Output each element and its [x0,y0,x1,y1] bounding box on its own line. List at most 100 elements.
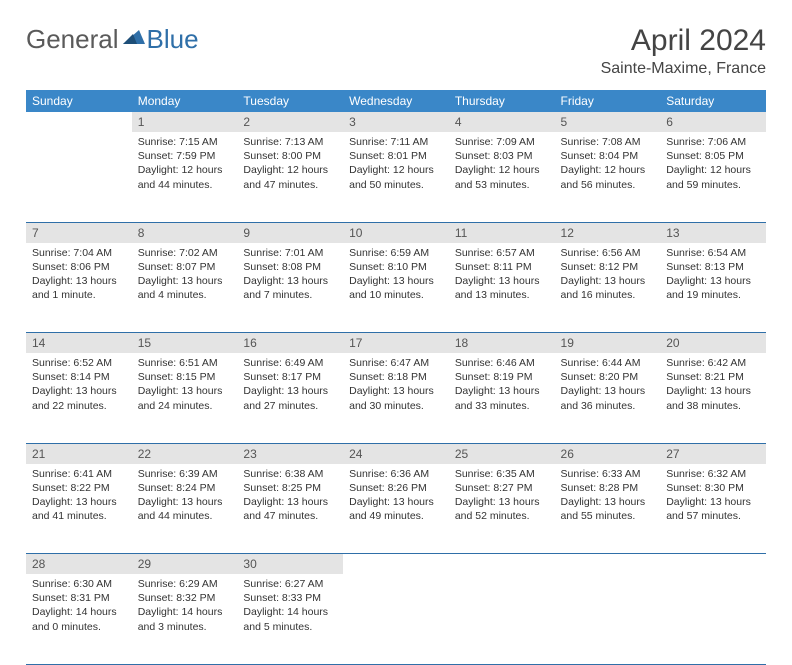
day-cell: Sunrise: 7:13 AMSunset: 8:00 PMDaylight:… [237,132,343,222]
sunset-text: Sunset: 8:06 PM [32,260,126,274]
day-cell: Sunrise: 6:41 AMSunset: 8:22 PMDaylight:… [26,464,132,554]
sunset-text: Sunset: 8:07 PM [138,260,232,274]
sunset-text: Sunset: 8:28 PM [561,481,655,495]
day1-text: Daylight: 12 hours [561,163,655,177]
day-cell: Sunrise: 6:47 AMSunset: 8:18 PMDaylight:… [343,353,449,443]
day-number [660,554,766,575]
day-details: Sunrise: 6:35 AMSunset: 8:27 PMDaylight:… [449,464,555,530]
day-details: Sunrise: 6:42 AMSunset: 8:21 PMDaylight:… [660,353,766,419]
day-cell: Sunrise: 6:27 AMSunset: 8:33 PMDaylight:… [237,574,343,664]
sunset-text: Sunset: 8:22 PM [32,481,126,495]
day2-text: and 19 minutes. [666,288,760,302]
day1-text: Daylight: 12 hours [349,163,443,177]
day-number: 30 [237,554,343,575]
day2-text: and 4 minutes. [138,288,232,302]
weekday-header-row: Sunday Monday Tuesday Wednesday Thursday… [26,90,766,112]
day2-text: and 36 minutes. [561,399,655,413]
day1-text: Daylight: 13 hours [349,274,443,288]
sunrise-text: Sunrise: 7:06 AM [666,135,760,149]
day-number: 4 [449,112,555,132]
day-number [26,112,132,132]
day-details: Sunrise: 7:01 AMSunset: 8:08 PMDaylight:… [237,243,343,309]
sunset-text: Sunset: 8:20 PM [561,370,655,384]
day1-text: Daylight: 13 hours [561,495,655,509]
sunset-text: Sunset: 8:14 PM [32,370,126,384]
sunset-text: Sunset: 8:31 PM [32,591,126,605]
day-cell [660,574,766,664]
day-number-row: 282930 [26,554,766,575]
day-number [555,554,661,575]
sunrise-text: Sunrise: 6:49 AM [243,356,337,370]
sunrise-text: Sunrise: 6:36 AM [349,467,443,481]
day-cell [555,574,661,664]
day-details: Sunrise: 6:41 AMSunset: 8:22 PMDaylight:… [26,464,132,530]
day-details: Sunrise: 6:54 AMSunset: 8:13 PMDaylight:… [660,243,766,309]
day-number: 24 [343,443,449,464]
day-number-row: 14151617181920 [26,333,766,354]
sunrise-text: Sunrise: 6:39 AM [138,467,232,481]
day-cell: Sunrise: 7:15 AMSunset: 7:59 PMDaylight:… [132,132,238,222]
sunset-text: Sunset: 8:15 PM [138,370,232,384]
day1-text: Daylight: 13 hours [243,274,337,288]
day-cell: Sunrise: 6:46 AMSunset: 8:19 PMDaylight:… [449,353,555,443]
day1-text: Daylight: 13 hours [243,384,337,398]
sunrise-text: Sunrise: 6:54 AM [666,246,760,260]
day-details: Sunrise: 7:06 AMSunset: 8:05 PMDaylight:… [660,132,766,198]
day2-text: and 16 minutes. [561,288,655,302]
day-details: Sunrise: 6:44 AMSunset: 8:20 PMDaylight:… [555,353,661,419]
weekday-header: Wednesday [343,90,449,112]
day-number-row: 21222324252627 [26,443,766,464]
day-details: Sunrise: 6:38 AMSunset: 8:25 PMDaylight:… [237,464,343,530]
day-details: Sunrise: 7:09 AMSunset: 8:03 PMDaylight:… [449,132,555,198]
logo: General Blue [26,24,199,55]
day-number: 1 [132,112,238,132]
sunrise-text: Sunrise: 6:56 AM [561,246,655,260]
sunset-text: Sunset: 8:01 PM [349,149,443,163]
day-number: 15 [132,333,238,354]
day2-text: and 27 minutes. [243,399,337,413]
day1-text: Daylight: 13 hours [32,274,126,288]
logo-text-2: Blue [147,24,199,55]
day-details: Sunrise: 6:52 AMSunset: 8:14 PMDaylight:… [26,353,132,419]
day-details: Sunrise: 6:46 AMSunset: 8:19 PMDaylight:… [449,353,555,419]
day1-text: Daylight: 12 hours [138,163,232,177]
sunset-text: Sunset: 8:26 PM [349,481,443,495]
logo-triangle-icon [123,24,145,55]
day-cell: Sunrise: 6:52 AMSunset: 8:14 PMDaylight:… [26,353,132,443]
day-details: Sunrise: 6:33 AMSunset: 8:28 PMDaylight:… [555,464,661,530]
weekday-header: Tuesday [237,90,343,112]
sunset-text: Sunset: 8:00 PM [243,149,337,163]
day-cell: Sunrise: 7:08 AMSunset: 8:04 PMDaylight:… [555,132,661,222]
day2-text: and 1 minute. [32,288,126,302]
day-cell: Sunrise: 7:09 AMSunset: 8:03 PMDaylight:… [449,132,555,222]
day-cell: Sunrise: 7:01 AMSunset: 8:08 PMDaylight:… [237,243,343,333]
sunrise-text: Sunrise: 6:47 AM [349,356,443,370]
sunset-text: Sunset: 8:10 PM [349,260,443,274]
weekday-header: Friday [555,90,661,112]
sunset-text: Sunset: 8:18 PM [349,370,443,384]
sunrise-text: Sunrise: 6:51 AM [138,356,232,370]
day-cell: Sunrise: 6:51 AMSunset: 8:15 PMDaylight:… [132,353,238,443]
day2-text: and 59 minutes. [666,178,760,192]
sunrise-text: Sunrise: 7:13 AM [243,135,337,149]
sunrise-text: Sunrise: 6:27 AM [243,577,337,591]
day-number: 19 [555,333,661,354]
title-block: April 2024 Sainte-Maxime, France [601,24,766,78]
day-details: Sunrise: 6:51 AMSunset: 8:15 PMDaylight:… [132,353,238,419]
day2-text: and 13 minutes. [455,288,549,302]
sunset-text: Sunset: 8:25 PM [243,481,337,495]
day-number: 7 [26,222,132,243]
sunrise-text: Sunrise: 6:35 AM [455,467,549,481]
day-cell [343,574,449,664]
day-cell: Sunrise: 6:44 AMSunset: 8:20 PMDaylight:… [555,353,661,443]
day2-text: and 53 minutes. [455,178,549,192]
day-number-row: 123456 [26,112,766,132]
week-row: Sunrise: 7:15 AMSunset: 7:59 PMDaylight:… [26,132,766,222]
day-details: Sunrise: 6:32 AMSunset: 8:30 PMDaylight:… [660,464,766,530]
sunset-text: Sunset: 8:05 PM [666,149,760,163]
day2-text: and 55 minutes. [561,509,655,523]
sunrise-text: Sunrise: 7:11 AM [349,135,443,149]
day2-text: and 50 minutes. [349,178,443,192]
day-cell: Sunrise: 6:42 AMSunset: 8:21 PMDaylight:… [660,353,766,443]
day-cell: Sunrise: 6:54 AMSunset: 8:13 PMDaylight:… [660,243,766,333]
